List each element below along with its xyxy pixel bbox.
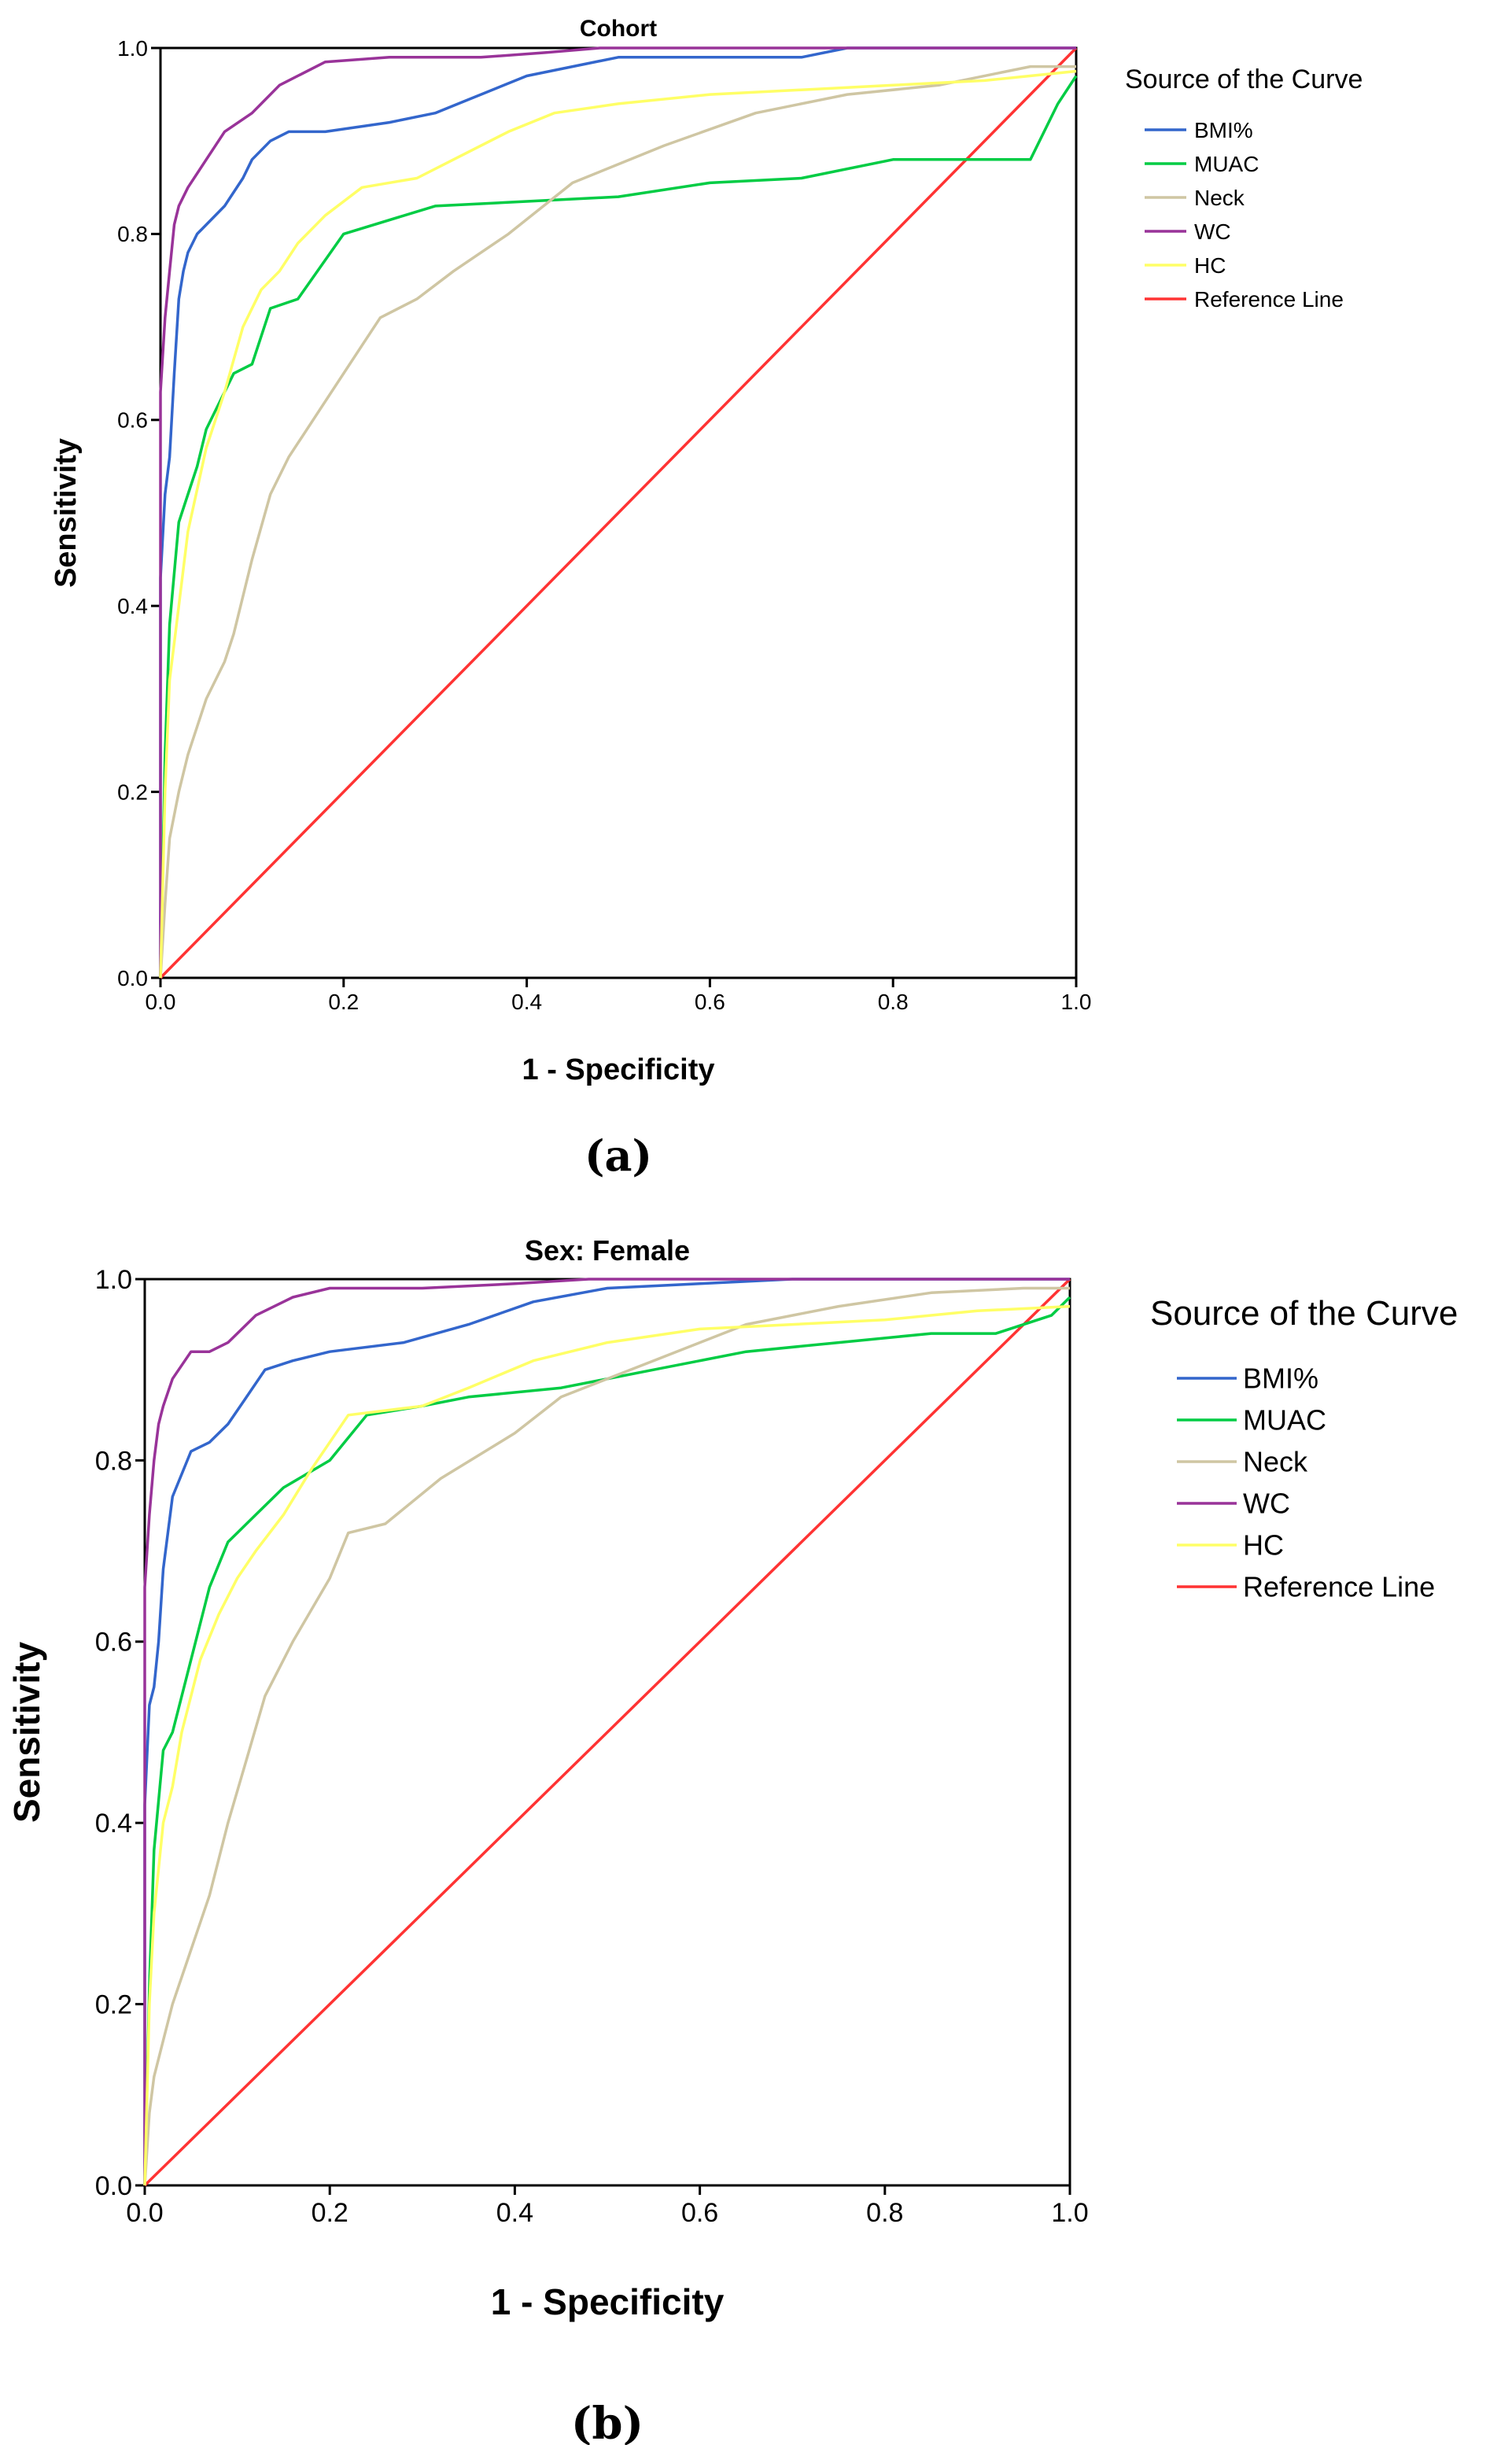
x-tick-label: 0.8 (878, 990, 909, 1014)
y-tick-label: 0.6 (117, 408, 148, 433)
x-tick-label: 1.0 (1051, 2198, 1088, 2228)
series-line-neck (159, 65, 1076, 979)
x-axis-label: 1 - Specificity (522, 1053, 715, 1086)
y-tick-label: 0.4 (95, 1809, 132, 1838)
x-tick-label: 0.8 (866, 2198, 903, 2228)
series-line-reference-line (159, 46, 1078, 979)
y-tick-label: 1.0 (95, 1265, 132, 1295)
y-tick-label: 0.8 (95, 1446, 132, 1476)
legend-label-neck: Neck (1194, 186, 1245, 210)
legend-label-wc: WC (1194, 219, 1231, 244)
y-tick-label: 0.0 (117, 966, 148, 990)
legend-label-wc: WC (1243, 1488, 1290, 1520)
y-tick-label: 0.0 (95, 2171, 132, 2201)
x-tick-label: 0.0 (146, 990, 176, 1014)
legend-label-muac: MUAC (1243, 1404, 1326, 1436)
x-tick-label: 1.0 (1061, 990, 1092, 1014)
x-tick-label: 0.4 (496, 2198, 533, 2228)
y-tick-label: 0.6 (95, 1628, 132, 1658)
figure-caption: (b) (571, 2398, 644, 2445)
x-axis-label: 1 - Specificity (491, 2281, 725, 2322)
y-tick-label: 0.2 (95, 1990, 132, 2020)
series-line-neck (143, 1286, 1070, 2186)
legend-label-reference-line: Reference Line (1194, 287, 1344, 312)
legend-title: Source of the Curve (1125, 65, 1363, 94)
y-axis-label: Sensitivity (6, 1642, 47, 1824)
legend-label-muac: MUAC (1194, 152, 1259, 176)
y-tick-label: 1.0 (117, 36, 148, 61)
series-line-muac (159, 75, 1078, 979)
legend-label-hc: HC (1194, 253, 1226, 278)
series-line-hc (159, 69, 1077, 979)
x-tick-label: 0.6 (695, 990, 725, 1014)
x-tick-label: 0.6 (681, 2198, 718, 2228)
chart-cohort: Cohort 0.0 0.2 0.4 0.6 0.8 1.0 0.0 0.2 0.4 0.6 0.8 1… (50, 16, 1363, 1181)
y-axis-label: Sensitivity (50, 438, 83, 588)
series-line-reference-line (143, 1278, 1071, 2187)
series-line-wc (143, 1278, 1070, 2185)
y-tick-label: 0.8 (117, 222, 148, 246)
series-line-wc (159, 46, 1076, 978)
chart-female: Sex: Female 0.0 0.2 0.4 0.6 0.8 1.0 0.0 0.2 0.4 0.… (6, 1234, 1458, 2445)
x-tick-label: 0.2 (312, 2198, 348, 2228)
series-line-bmi (143, 1278, 1070, 2185)
series-line-bmi (159, 46, 1076, 978)
legend-label-reference-line: Reference Line (1243, 1571, 1435, 1603)
x-tick-label: 0.4 (511, 990, 542, 1014)
legend-label-bmi: BMI% (1243, 1363, 1318, 1395)
y-tick-label: 0.2 (117, 780, 148, 804)
series-line-hc (143, 1304, 1071, 2186)
x-tick-label: 0.2 (328, 990, 359, 1014)
y-tick-label: 0.4 (117, 594, 148, 618)
legend-label-bmi: BMI% (1194, 118, 1253, 142)
figure-caption: (a) (585, 1130, 652, 1181)
chart-title: Cohort (580, 16, 657, 42)
series-line-muac (143, 1296, 1071, 2186)
chart-title: Sex: Female (525, 1234, 690, 1267)
legend-title: Source of the Curve (1150, 1294, 1458, 1333)
legend-label-hc: HC (1243, 1529, 1284, 1562)
x-tick-label: 0.0 (126, 2198, 163, 2228)
legend-label-neck: Neck (1243, 1446, 1308, 1478)
